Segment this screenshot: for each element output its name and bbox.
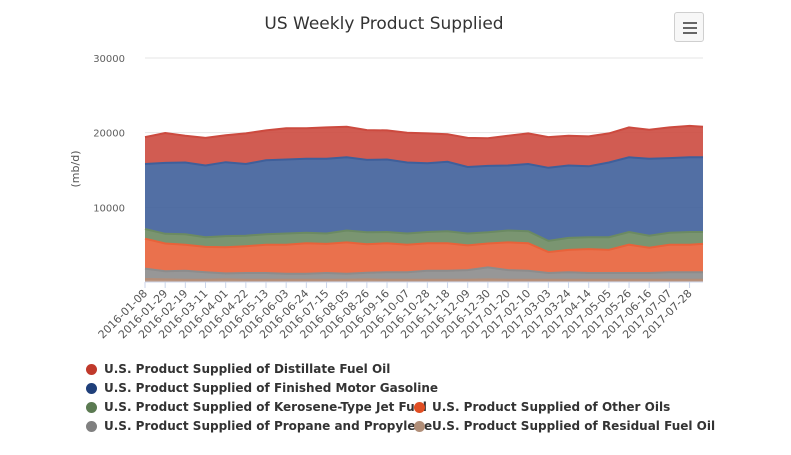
y-axis-label: (mb/d) [69, 151, 82, 188]
legend-dot-icon [86, 420, 97, 432]
legend-item-other-oils[interactable]: U.S. Product Supplied of Other Oils [414, 400, 670, 414]
series-line-2 [144, 237, 704, 254]
series-line-1 [144, 266, 703, 275]
hamburger-menu-icon [683, 22, 697, 24]
legend-item-jet-fuel[interactable]: U.S. Product Supplied of Kerosene-Type J… [86, 400, 427, 414]
legend-dot-icon [86, 382, 97, 394]
area-series [145, 125, 703, 282]
chart-menu-button[interactable] [674, 12, 704, 42]
legend-label: U.S. Product Supplied of Residual Fuel O… [432, 419, 716, 433]
legend-item-distillate[interactable]: U.S. Product Supplied of Distillate Fuel… [86, 362, 390, 376]
legend-item-gasoline[interactable]: U.S. Product Supplied of Finished Motor … [86, 381, 438, 395]
area-2[interactable] [145, 238, 703, 274]
legend-label: U.S. Product Supplied of Finished Motor … [104, 381, 439, 395]
series-lines [144, 124, 704, 281]
legend-label: U.S. Product Supplied of Other Oils [432, 400, 671, 414]
legend-dot-icon [414, 420, 425, 432]
x-axis: 2016-01-082016-01-292016-02-192016-03-11… [96, 281, 703, 341]
y-tick-label: 30000 [93, 54, 125, 65]
legend-dot-icon [86, 363, 97, 375]
legend-item-propane[interactable]: U.S. Product Supplied of Propane and Pro… [86, 419, 432, 433]
legend-dot-icon [414, 401, 425, 413]
hamburger-menu-icon-line [683, 32, 697, 34]
legend-label: U.S. Product Supplied of Propane and Pro… [104, 419, 433, 433]
legend-label: U.S. Product Supplied of Distillate Fuel… [104, 362, 391, 376]
series-line-3 [144, 228, 703, 242]
y-tick-label: 20000 [93, 129, 125, 140]
legend-item-residual[interactable]: U.S. Product Supplied of Residual Fuel O… [414, 419, 715, 433]
chart-title: US Weekly Product Supplied [264, 14, 503, 34]
legend-label: U.S. Product Supplied of Kerosene-Type J… [104, 400, 427, 414]
area-4[interactable] [145, 157, 703, 241]
legend-dot-icon [86, 401, 97, 413]
y-axis: 10000 20000 30000 [93, 54, 125, 214]
series-line-4 [144, 156, 703, 169]
y-tick-label: 10000 [93, 203, 125, 214]
area-3[interactable] [145, 229, 703, 253]
series-line-0 [144, 278, 703, 281]
hamburger-menu-icon-line [683, 27, 697, 29]
area-1[interactable] [145, 267, 703, 280]
series-line-5 [144, 124, 704, 140]
